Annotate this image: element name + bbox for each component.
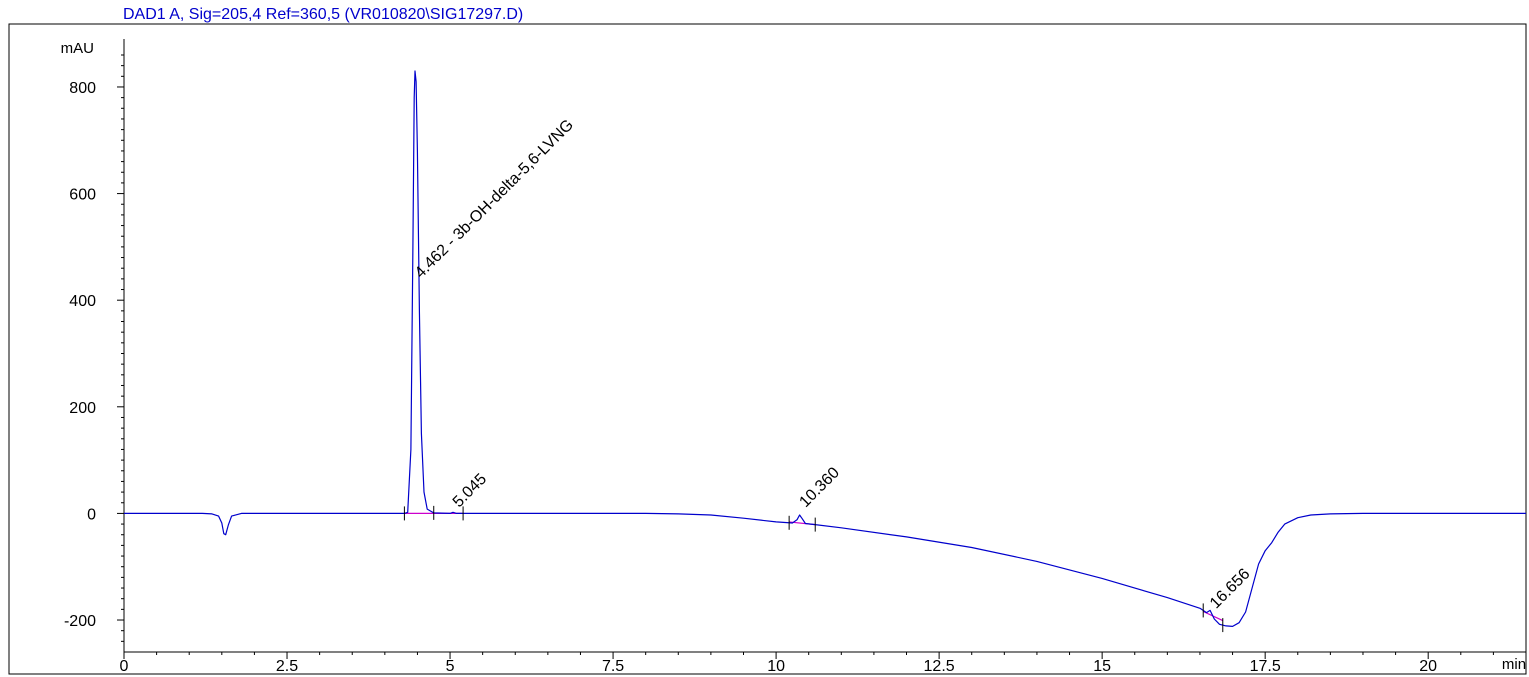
y-axis-label: mAU xyxy=(61,40,94,57)
x-tick-label: 5 xyxy=(446,658,455,675)
x-tick-label: 12.5 xyxy=(924,658,955,675)
y-tick-label: 0 xyxy=(87,506,96,523)
peak-label: 10.360 xyxy=(796,464,843,511)
x-tick-label: 7.5 xyxy=(602,658,624,675)
x-tick-label: 2.5 xyxy=(276,658,298,675)
y-tick-label: 200 xyxy=(69,400,96,417)
y-tick-label: 600 xyxy=(69,187,96,204)
signal-trace xyxy=(124,70,1526,627)
axes: -200 0 200 400 600 800 0 2.5 5 7.5 10 12.5 15 17.5 20 xyxy=(64,39,1527,675)
y-tick-label: -200 xyxy=(64,613,96,630)
plot-frame xyxy=(8,23,1527,675)
peak-label: 16.656 xyxy=(1207,565,1254,612)
integration-marker-group xyxy=(403,505,1224,633)
x-tick-label: 17.5 xyxy=(1250,658,1281,675)
signal-trace-group xyxy=(124,70,1526,627)
y-tick-label: 400 xyxy=(69,293,96,310)
peak-label: 4.462 - 3b-OH-delta-5,6-LVNG xyxy=(412,116,577,281)
y-tick-label: 800 xyxy=(69,80,96,97)
peak-label-group: 4.462 - 3b-OH-delta-5,6-LVNG 5.045 10.360 1… xyxy=(412,116,1254,612)
x-tick-label: 15 xyxy=(1093,658,1111,675)
x-tick-label: 20 xyxy=(1419,658,1437,675)
baseline-group xyxy=(404,512,1224,622)
x-tick-label: 10 xyxy=(767,658,785,675)
x-axis-label: min xyxy=(1502,656,1526,673)
x-tick-label: 0 xyxy=(120,658,129,675)
chart-title: DAD1 A, Sig=205,4 Ref=360,5 (VR010820\SI… xyxy=(123,6,523,23)
peak-label: 5.045 xyxy=(450,471,490,511)
